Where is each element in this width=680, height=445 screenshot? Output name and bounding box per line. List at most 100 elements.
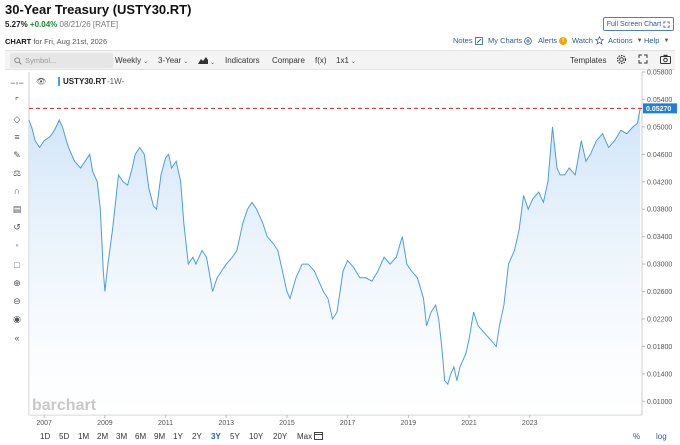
timeframe-1m[interactable]: 1M [78, 432, 90, 441]
undo-icon[interactable]: ↺ [13, 222, 21, 232]
function-button[interactable]: f(x) [315, 56, 327, 65]
actions-menu[interactable]: Actions ▼ [608, 36, 643, 45]
watch-link[interactable]: Watch [572, 36, 604, 45]
chart-type-select[interactable]: ⌄ [198, 56, 215, 66]
timeframe-max[interactable]: Max [297, 432, 313, 441]
magnet-icon[interactable]: ∩ [13, 186, 21, 196]
chevron-down-icon: ⌄ [210, 60, 216, 66]
lock-icon[interactable]: ▤ [12, 204, 22, 214]
log-scale-toggle[interactable]: log [656, 432, 667, 441]
range-label: 3-Year [158, 56, 182, 65]
timeframe-bar: 1D 5D 1M 2M 3M 6M 9M 1Y 2Y 3Y 5Y 10Y 20Y Max % log [0, 430, 680, 445]
chart-date: for Fri, Aug 21st, 2026 [33, 37, 108, 46]
chart-label: CHART [5, 37, 32, 46]
last-price-tag-text: 0.05270 [646, 106, 671, 113]
y-tick-label-4: 0.04200 [647, 179, 672, 186]
chart-legend: 👁 USTY30.RT -1W- [36, 77, 125, 86]
timeframe-5d[interactable]: 5D [59, 432, 70, 441]
fibonacci-tool-icon[interactable]: ≡ [14, 132, 20, 142]
quote-summary: 5.27% +0.04% 08/21/26 [RATE] [5, 20, 118, 29]
help-menu[interactable]: Help ▼ [644, 36, 669, 45]
eye-icon[interactable]: 👁 [36, 77, 46, 86]
range-select[interactable]: 3-Year ⌄ [158, 56, 188, 65]
alert-badge-icon: ! [559, 36, 568, 45]
timeframe-1d[interactable]: 1D [40, 432, 51, 441]
timeframe-2y[interactable]: 2Y [192, 432, 202, 441]
timeframe-9m[interactable]: 9M [154, 432, 166, 441]
actions-label: Actions [608, 36, 633, 45]
y-tick-label-12: 0.01000 [647, 399, 672, 406]
legend-swatch [58, 77, 60, 86]
y-axis-ticks: 0.05800 0.05400 0.05000 0.04600 0.04200 0.038… [642, 70, 672, 406]
crosshair-tool-icon[interactable]: −◦− [10, 78, 24, 88]
camera-icon[interactable] [660, 54, 671, 66]
timeframe-5y[interactable]: 5Y [230, 432, 240, 441]
help-label: Help [644, 36, 660, 45]
percent-scale-toggle[interactable]: % [633, 432, 641, 441]
y-tick-label-8: 0.02600 [647, 289, 672, 296]
x-tick-label-7: 2021 [461, 420, 477, 427]
my-charts-label: My Charts [488, 36, 523, 45]
y-tick-label-9: 0.02200 [647, 316, 672, 323]
trash-icon[interactable]: □ [14, 260, 20, 270]
fullscreen-icon[interactable] [638, 54, 648, 66]
full-screen-label: Full Screen Chart [606, 20, 662, 28]
timeframe-3y[interactable]: 3Y [211, 432, 221, 441]
settings-gear-icon[interactable] [616, 54, 627, 67]
timeframe-20y[interactable]: 20Y [273, 432, 288, 441]
draw-line-tool-icon[interactable]: ⌜ [14, 96, 20, 106]
eye-icon[interactable]: ◉ [13, 314, 21, 324]
symbol-search-input[interactable]: Symbol... [10, 53, 113, 68]
calendar-icon[interactable] [314, 431, 323, 442]
timeframe-6m[interactable]: 6M [135, 432, 147, 441]
x-axis-ticks: 2007 2009 2011 2013 2015 2017 2019 2021 2023 [36, 415, 538, 427]
caret-down-icon: ▼ [663, 37, 670, 44]
templates-button[interactable]: Templates [570, 56, 607, 65]
zoom-out-icon[interactable]: ⊖ [13, 296, 21, 306]
y-tick-label-0: 0.05800 [647, 70, 672, 77]
annotation-tool-icon[interactable]: ✎ [13, 150, 21, 160]
compare-button[interactable]: Compare [272, 56, 305, 65]
x-tick-label-4: 2015 [279, 420, 295, 427]
x-tick-label-5: 2017 [340, 420, 356, 427]
zoom-in-icon[interactable]: ⊕ [13, 278, 21, 288]
star-icon [594, 36, 604, 45]
y-tick-label-5: 0.03800 [647, 207, 672, 214]
mountain-chart-icon [198, 57, 208, 64]
hide-drawings-icon[interactable]: ◦ [15, 240, 19, 250]
y-tick-label-7: 0.03000 [647, 262, 672, 269]
page-title: 30-Year Treasury (USTY30.RT) [5, 2, 192, 17]
pencil-icon [474, 36, 483, 45]
full-screen-chart-button[interactable]: Full Screen Chart [603, 17, 674, 31]
legend-symbol: USTY30.RT [63, 77, 106, 86]
alerts-link[interactable]: Alerts ! [538, 36, 568, 45]
layout-label: 1x1 [336, 56, 349, 65]
interval-label: Weekly [115, 56, 142, 65]
timeframe-10y[interactable]: 10Y [249, 432, 264, 441]
y-tick-label-6: 0.03400 [647, 234, 672, 241]
x-tick-label-0: 2007 [36, 420, 52, 427]
notes-link[interactable]: Notes [453, 36, 483, 45]
last-price: 5.27% [5, 20, 28, 29]
shape-tool-icon[interactable]: ◇ [13, 114, 21, 124]
x-tick-label-2: 2011 [158, 420, 173, 427]
layout-select[interactable]: 1x1 ⌄ [336, 56, 356, 65]
y-tick-label-1: 0.05400 [647, 97, 672, 104]
interval-select[interactable]: Weekly ⌄ [115, 56, 148, 65]
symbol-placeholder: Symbol... [25, 56, 57, 65]
y-tick-label-3: 0.04600 [647, 152, 672, 159]
chevron-down-icon: ⌄ [350, 59, 356, 65]
timeframe-1y[interactable]: 1Y [173, 432, 183, 441]
measure-tool-icon[interactable]: ⚖ [12, 168, 22, 178]
series-area [29, 108, 641, 416]
indicators-button[interactable]: Indicators [225, 56, 260, 65]
timeframe-2m[interactable]: 2M [97, 432, 109, 441]
my-charts-link[interactable]: My Charts [488, 36, 532, 45]
timeframe-3m[interactable]: 3M [116, 432, 128, 441]
y-tick-label-2: 0.05000 [647, 124, 672, 131]
expand-icon [663, 20, 670, 28]
collapse-sidebar-icon[interactable]: « [14, 333, 20, 343]
x-tick-label-8: 2023 [522, 420, 538, 427]
x-tick-label-1: 2009 [97, 420, 113, 427]
